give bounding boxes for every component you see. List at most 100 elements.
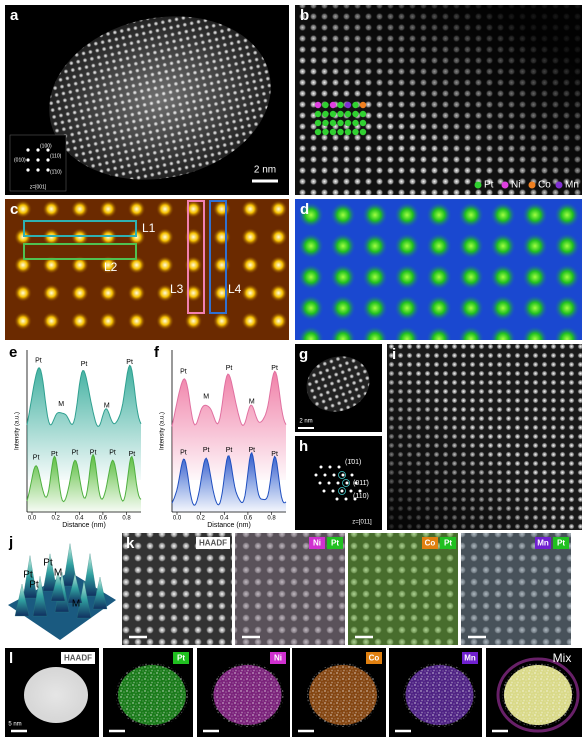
label: Mix bbox=[553, 651, 572, 665]
fft-spot bbox=[26, 168, 30, 172]
fft-spot bbox=[349, 489, 353, 493]
label: Pt bbox=[203, 447, 210, 454]
profile-fill bbox=[27, 365, 141, 480]
label: 5 nm bbox=[8, 722, 21, 728]
panel-c bbox=[5, 199, 289, 340]
atom-model bbox=[344, 128, 352, 136]
surface-peak bbox=[82, 553, 98, 597]
profile-fill bbox=[172, 371, 286, 480]
nanoparticle bbox=[306, 356, 370, 412]
vacuum-fade bbox=[387, 344, 582, 530]
fft-spot bbox=[314, 473, 318, 477]
label: 0.4 bbox=[220, 516, 229, 522]
label: Pt bbox=[484, 180, 494, 191]
label: M bbox=[249, 399, 255, 406]
label: Pt bbox=[444, 539, 452, 548]
surface-peak bbox=[32, 576, 48, 617]
fft-spot bbox=[36, 158, 40, 162]
tag bbox=[196, 537, 230, 549]
fft-spot bbox=[26, 148, 30, 152]
label: Co bbox=[425, 539, 436, 548]
fft-ring bbox=[338, 471, 346, 479]
atom-model bbox=[314, 110, 322, 118]
atom-model bbox=[322, 110, 329, 118]
map-tint bbox=[461, 533, 571, 645]
fft-spot bbox=[332, 473, 336, 477]
legend-dot bbox=[555, 181, 563, 189]
surface-peak bbox=[22, 555, 38, 599]
label: 0.0 bbox=[173, 516, 182, 522]
label: Pt bbox=[331, 539, 339, 548]
map-tint bbox=[348, 533, 458, 645]
atom-model bbox=[329, 110, 337, 118]
label: 0.6 bbox=[99, 516, 108, 522]
fft-spot bbox=[319, 465, 323, 469]
surface-peak bbox=[67, 573, 83, 604]
label: 0.0 bbox=[28, 516, 37, 522]
label: Distance (nm) bbox=[62, 522, 106, 529]
panel-label: f bbox=[154, 344, 160, 361]
label: L1 bbox=[142, 221, 156, 235]
label: Pt bbox=[226, 447, 233, 454]
tag bbox=[61, 652, 95, 664]
surface-peak bbox=[14, 583, 30, 617]
fft-spot bbox=[345, 481, 349, 485]
line-box-l2 bbox=[23, 243, 137, 260]
particle-glow bbox=[49, 16, 271, 180]
element-noise bbox=[116, 663, 188, 727]
fft-spot bbox=[354, 481, 358, 485]
panel-label: l bbox=[9, 650, 13, 667]
atom-model bbox=[314, 101, 322, 109]
line-box-l4 bbox=[209, 200, 227, 314]
atom-model bbox=[352, 128, 359, 136]
panel-label: c bbox=[10, 201, 18, 218]
label: Pt bbox=[72, 449, 79, 456]
map-panel bbox=[348, 533, 458, 645]
label: Pt bbox=[271, 365, 278, 372]
label: Distance (nm) bbox=[207, 522, 251, 529]
map-panel bbox=[122, 533, 232, 645]
panel-label: b bbox=[300, 7, 309, 24]
label: Pt bbox=[51, 451, 58, 458]
label: Ni bbox=[511, 180, 520, 191]
label: L3 bbox=[170, 282, 184, 296]
label: 0.8 bbox=[122, 516, 131, 522]
label: M bbox=[104, 402, 110, 409]
surface-peak bbox=[92, 576, 108, 610]
label: Pt bbox=[271, 451, 278, 458]
atom-model bbox=[322, 128, 329, 136]
label: Pt bbox=[126, 359, 133, 366]
profile-fill bbox=[172, 452, 286, 512]
map-panel bbox=[461, 533, 571, 645]
panel-label: a bbox=[10, 7, 19, 24]
fft-spot bbox=[350, 473, 354, 477]
panel-label: d bbox=[300, 201, 309, 218]
element-noise bbox=[403, 663, 476, 727]
label: HAADF bbox=[199, 539, 227, 548]
fft-spot bbox=[344, 497, 348, 501]
fft-spot bbox=[318, 481, 322, 485]
fft-spot bbox=[46, 158, 50, 162]
tag bbox=[535, 537, 551, 549]
fft-spot bbox=[335, 497, 339, 501]
label: Ni bbox=[274, 654, 282, 663]
label: Pt bbox=[35, 357, 42, 364]
label: Pt bbox=[177, 654, 185, 663]
atom-model bbox=[352, 119, 359, 127]
surface-peak bbox=[50, 571, 66, 602]
atom-model bbox=[337, 101, 344, 109]
atom-model bbox=[322, 101, 329, 109]
legend-dot bbox=[528, 181, 536, 189]
fft-spot bbox=[46, 168, 50, 172]
atom-model bbox=[359, 128, 367, 136]
label: Pt bbox=[33, 455, 40, 462]
label: (011̄) bbox=[353, 480, 369, 487]
label: Pt bbox=[180, 449, 187, 456]
atom-model bbox=[329, 128, 337, 136]
atom-model bbox=[329, 101, 337, 109]
atom-model bbox=[329, 119, 337, 127]
label: Pt bbox=[29, 580, 39, 591]
tag bbox=[462, 652, 478, 664]
fft-ring bbox=[342, 479, 350, 487]
